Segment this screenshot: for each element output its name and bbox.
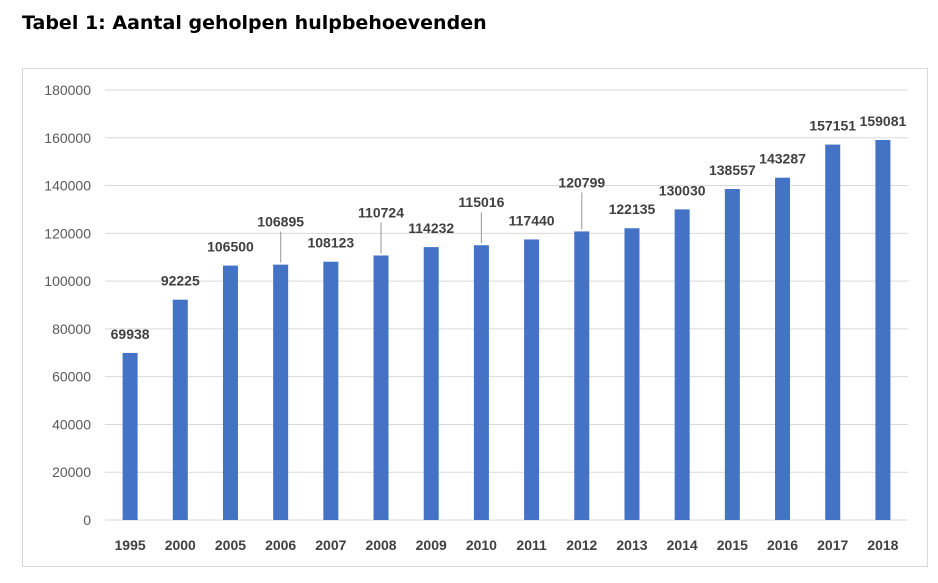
bar-2008	[373, 255, 389, 520]
data-label-2015: 138557	[709, 162, 756, 178]
x-tick-label-2011: 2011	[516, 537, 547, 553]
bar-2016	[775, 177, 791, 520]
x-tick-label-2005: 2005	[215, 537, 246, 553]
bar-1995	[122, 352, 138, 520]
y-tick-label-140000: 140000	[44, 178, 91, 194]
data-label-2006: 106895	[257, 214, 304, 230]
data-label-2005: 106500	[207, 239, 254, 255]
y-tick-label-80000: 80000	[52, 321, 91, 337]
data-label-1995: 69938	[111, 326, 150, 342]
x-tick-label-2017: 2017	[817, 537, 848, 553]
bar-2012	[574, 231, 590, 520]
y-tick-label-180000: 180000	[44, 82, 91, 98]
x-tick-label-2009: 2009	[416, 537, 447, 553]
gridlines	[105, 89, 908, 521]
data-label-2012: 120799	[558, 174, 605, 190]
bars	[122, 139, 891, 521]
bar-2018	[875, 139, 891, 521]
x-tick-label-2006: 2006	[265, 537, 296, 553]
page-title: Tabel 1: Aantal geholpen hulpbehoevenden	[22, 12, 487, 34]
y-tick-label-40000: 40000	[52, 416, 91, 432]
bar-2010	[473, 245, 489, 520]
x-tick-label-2010: 2010	[466, 537, 497, 553]
bar-2011	[524, 239, 540, 520]
bar-2009	[423, 247, 439, 521]
data-label-2014: 130030	[659, 182, 706, 198]
bar-2015	[724, 189, 740, 520]
x-tick-label-2013: 2013	[616, 537, 647, 553]
x-axis-category-labels: 1995 2000 2005 2006 2007 2008 2009 2010 2011 2012…	[115, 537, 899, 553]
data-label-2013: 122135	[609, 201, 656, 217]
bar-2013	[624, 228, 640, 520]
y-tick-label-0: 0	[83, 512, 91, 528]
x-tick-label-2018: 2018	[867, 537, 898, 553]
data-label-2010: 115016	[458, 194, 504, 210]
data-label-2011: 117440	[509, 212, 555, 228]
x-tick-label-2007: 2007	[315, 537, 346, 553]
data-label-2018: 159081	[860, 113, 907, 129]
x-tick-label-2016: 2016	[767, 537, 798, 553]
x-tick-label-2012: 2012	[566, 537, 597, 553]
x-tick-label-2014: 2014	[667, 537, 698, 553]
y-axis-tick-labels: 0 20000 40000 60000 80000 100000 120000 140000 1…	[44, 82, 91, 528]
data-label-2000: 92225	[161, 273, 200, 289]
x-tick-label-2008: 2008	[365, 537, 396, 553]
bar-2007	[323, 261, 339, 520]
data-label-2016: 143287	[759, 151, 806, 167]
y-tick-label-100000: 100000	[44, 273, 91, 289]
bar-2000	[172, 299, 188, 520]
y-tick-label-160000: 160000	[44, 130, 91, 146]
leader-lines	[280, 192, 583, 263]
data-label-2008: 110724	[358, 204, 404, 220]
y-tick-label-120000: 120000	[44, 225, 91, 241]
y-tick-label-20000: 20000	[52, 464, 91, 480]
x-tick-label-1995: 1995	[115, 537, 146, 553]
y-tick-label-60000: 60000	[52, 369, 91, 385]
bar-2014	[674, 209, 690, 520]
bar-2005	[222, 265, 238, 520]
data-labels: 69938 92225 106500106895108123110724114232…	[111, 113, 907, 342]
data-label-2007: 108123	[307, 235, 354, 251]
bar-2017	[825, 144, 841, 520]
data-label-2009: 114232	[408, 220, 454, 236]
bar-2006	[273, 264, 289, 520]
x-tick-label-2000: 2000	[165, 537, 196, 553]
x-tick-label-2015: 2015	[717, 537, 748, 553]
data-label-2017: 157151	[809, 118, 856, 134]
